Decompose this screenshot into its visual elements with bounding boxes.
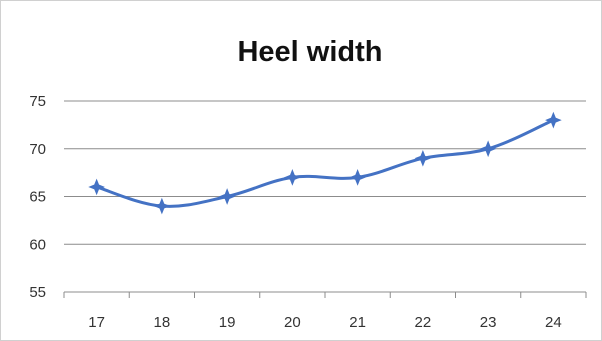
- data-point-marker: [349, 169, 366, 186]
- y-axis-ticks: 55 60 65 70 75: [29, 93, 46, 301]
- x-tick-label: 20: [284, 314, 301, 331]
- x-axis: 17 18 19 20 21 22 23 24: [63, 291, 587, 331]
- x-tick-label: 18: [154, 314, 171, 331]
- y-tick-label: 60: [29, 236, 46, 253]
- y-tick-label: 75: [29, 93, 46, 110]
- x-tick-label: 23: [480, 314, 497, 331]
- y-tick-label: 70: [29, 141, 46, 158]
- x-tick-label: 22: [415, 314, 432, 331]
- x-tick-label: 21: [349, 314, 366, 331]
- x-tick-label: 17: [88, 314, 105, 331]
- chart-title: Heel width: [237, 36, 382, 68]
- data-point-marker: [414, 149, 432, 167]
- series-group: [88, 111, 562, 215]
- gridlines: [64, 100, 586, 245]
- x-tick-label: 24: [545, 314, 562, 331]
- data-point-marker: [153, 197, 171, 215]
- y-tick-label: 65: [29, 189, 46, 206]
- data-point-marker: [284, 169, 301, 186]
- data-point-marker: [545, 111, 562, 129]
- data-point-marker: [218, 188, 236, 205]
- data-point-marker: [479, 140, 497, 158]
- data-point-marker: [88, 178, 105, 196]
- y-tick-label: 55: [29, 284, 46, 301]
- x-tick-label: 19: [219, 314, 236, 331]
- series-line: [95, 118, 555, 208]
